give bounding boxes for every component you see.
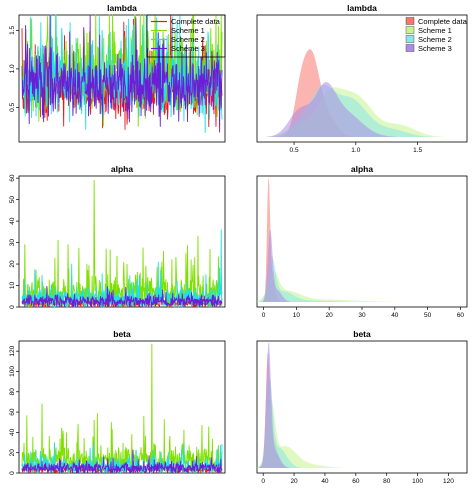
- x-tick-label: 0.5: [290, 147, 299, 154]
- panel-3: alpha 0 10 20 30 40 50 60: [9, 164, 226, 309]
- panel-title: beta: [113, 329, 131, 339]
- legend-swatch: [405, 17, 415, 25]
- legend-label: Scheme 3: [418, 44, 452, 53]
- y-tick-label: 40: [9, 428, 16, 436]
- trace-scheme-3: [21, 285, 223, 308]
- panel-title: alpha: [111, 164, 133, 174]
- x-tick-label: 40: [321, 478, 329, 484]
- y-tick-label: 1.0: [9, 64, 16, 73]
- y-tick-label: 0.5: [9, 102, 16, 111]
- trace-scheme-3: [21, 449, 223, 474]
- x-tick-label: 100: [412, 478, 423, 484]
- x-tick-label: 80: [383, 478, 391, 484]
- y-tick-label: 10: [9, 282, 16, 290]
- x-tick-label: 50: [424, 312, 432, 319]
- density-scheme-3: [258, 343, 290, 468]
- y-tick-label: 120: [9, 345, 16, 356]
- x-tick-label: 0: [261, 478, 265, 484]
- legend-label: Complete data: [418, 17, 468, 26]
- legend-label: Scheme 3: [171, 44, 205, 53]
- trace-scheme-1: [21, 343, 223, 474]
- panel-title: lambda: [347, 3, 377, 13]
- panel-4: alpha 0 10 20 30 40 50 60: [256, 164, 468, 319]
- panel-title: beta: [353, 329, 371, 339]
- y-tick-label: 20: [9, 260, 16, 268]
- x-tick-label: 60: [457, 312, 465, 319]
- y-tick-label: 0: [9, 471, 16, 475]
- x-tick-label: 20: [290, 478, 298, 484]
- y-tick-label: 100: [9, 366, 16, 377]
- x-tick-label: 10: [293, 312, 301, 319]
- y-tick-label: 20: [9, 449, 16, 457]
- panel-title: lambda: [107, 3, 137, 13]
- x-tick-label: 20: [326, 312, 334, 319]
- y-tick-label: 1.5: [9, 25, 16, 34]
- plot-frame: [18, 14, 226, 143]
- legend-swatch: [405, 35, 415, 43]
- density-scheme-3: [262, 229, 291, 302]
- legend-box: [146, 14, 226, 58]
- plot-frame: [256, 175, 468, 308]
- legend-swatch: [405, 44, 415, 52]
- x-tick-label: 30: [358, 312, 366, 319]
- x-tick-label: 120: [443, 478, 454, 484]
- density-scheme-3: [266, 82, 396, 137]
- x-tick-label: 1.5: [413, 147, 422, 154]
- y-tick-label: 50: [9, 196, 16, 204]
- y-tick-label: 80: [9, 388, 16, 396]
- trace-scheme-3: [21, 14, 223, 133]
- x-tick-label: 60: [352, 478, 360, 484]
- y-tick-label: 60: [9, 408, 16, 416]
- plot-frame: [18, 175, 226, 308]
- legend-label: Scheme 2: [171, 35, 205, 44]
- y-tick-label: 0: [9, 305, 16, 309]
- y-tick-label: 60: [9, 174, 16, 182]
- plot-frame: [256, 340, 468, 474]
- panel-5: beta 0 20 40 60 80 100 120: [9, 329, 226, 475]
- plot-frame: [256, 14, 468, 143]
- density-scheme-2: [257, 256, 346, 302]
- plot-frame: [18, 340, 226, 474]
- x-tick-label: 0: [262, 312, 266, 319]
- legend-label: Scheme 1: [418, 26, 452, 35]
- density-complete-data: [262, 178, 281, 302]
- legend-label: Scheme 2: [418, 35, 452, 44]
- x-tick-label: 40: [391, 312, 399, 319]
- panel-6: beta 0 20 40 60 80 100 120: [256, 329, 468, 485]
- legend-label: Scheme 1: [171, 26, 205, 35]
- panel-title: alpha: [351, 164, 373, 174]
- y-tick-label: 30: [9, 239, 16, 247]
- legend-swatch: [405, 26, 415, 34]
- legend-label: Complete data: [171, 17, 221, 26]
- x-tick-label: 1.0: [351, 147, 360, 154]
- y-tick-label: 40: [9, 217, 16, 225]
